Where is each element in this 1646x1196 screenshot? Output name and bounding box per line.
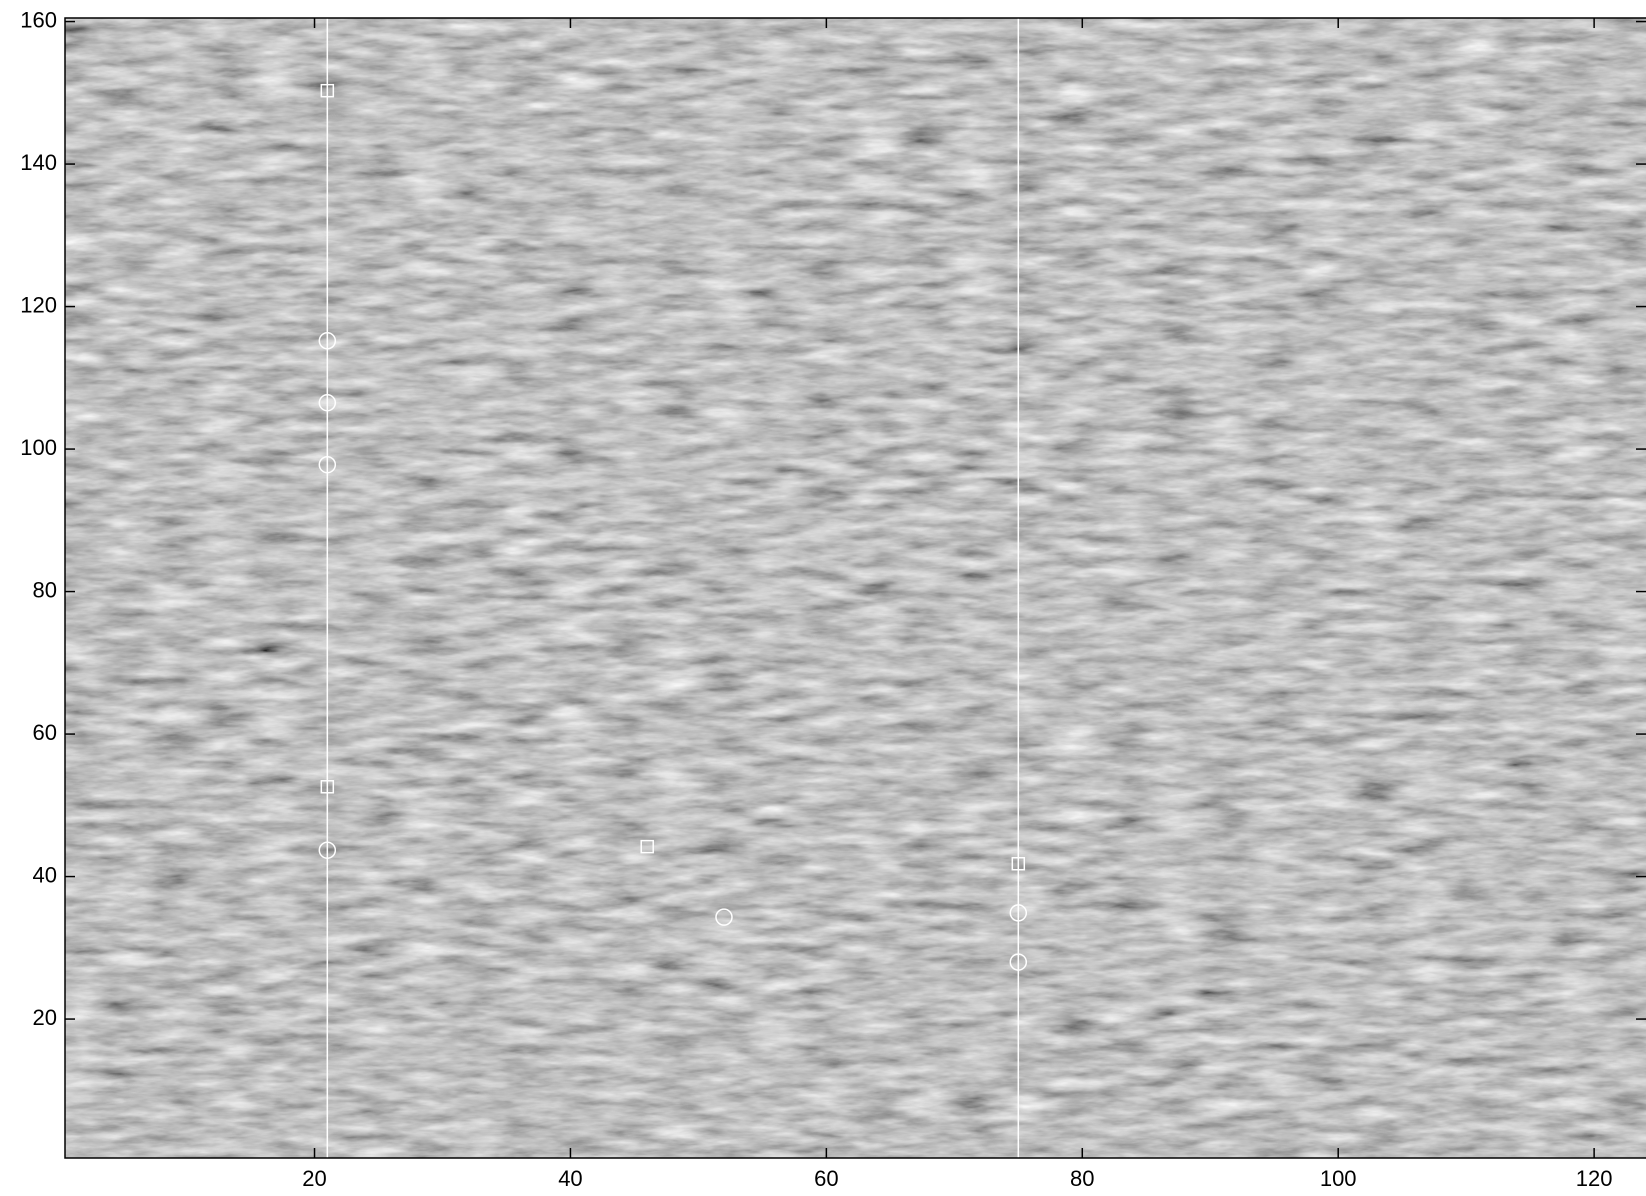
- y-tick-label: 60: [33, 720, 57, 745]
- y-tick-label: 120: [20, 292, 57, 317]
- x-tick-label: 80: [1070, 1166, 1094, 1191]
- x-tick-label: 100: [1320, 1166, 1357, 1191]
- y-tick-label: 140: [20, 150, 57, 175]
- image-background: [65, 18, 1646, 1158]
- x-tick-label: 120: [1576, 1166, 1613, 1191]
- x-tick-label: 40: [558, 1166, 582, 1191]
- chart: 20 40 60 80 100 120 20 40 60 80 100 120 140 160: [0, 0, 1646, 1196]
- y-tick-label: 100: [20, 435, 57, 460]
- x-tick-label: 60: [814, 1166, 838, 1191]
- y-tick-label: 20: [33, 1005, 57, 1030]
- y-tick-label: 40: [33, 862, 57, 887]
- image-texture: [65, 18, 1646, 1158]
- y-tick-label: 160: [20, 7, 57, 32]
- x-tick-label: 20: [302, 1166, 326, 1191]
- y-tick-label: 80: [33, 577, 57, 602]
